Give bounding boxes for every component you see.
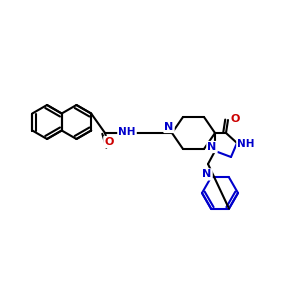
Text: N: N xyxy=(164,122,174,132)
Text: N: N xyxy=(202,169,211,179)
Text: O: O xyxy=(230,114,240,124)
Text: O: O xyxy=(104,137,114,147)
Text: NH: NH xyxy=(118,127,136,137)
Text: N: N xyxy=(207,142,217,152)
Text: NH: NH xyxy=(237,139,255,149)
